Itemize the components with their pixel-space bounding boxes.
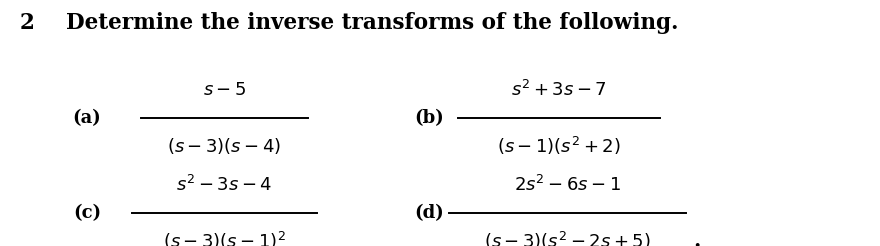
Text: (d): (d): [414, 204, 444, 222]
Text: 2: 2: [19, 12, 34, 34]
Text: .: .: [693, 231, 700, 246]
Text: Determine the inverse transforms of the following.: Determine the inverse transforms of the …: [66, 12, 678, 34]
Text: $(s-3)(s-1)^2$: $(s-3)(s-1)^2$: [163, 230, 286, 246]
Text: $(s-3)(s-4)$: $(s-3)(s-4)$: [167, 136, 282, 156]
Text: (a): (a): [72, 109, 101, 127]
Text: $(s-3)(s^2-2s+5)$: $(s-3)(s^2-2s+5)$: [484, 230, 651, 246]
Text: (c): (c): [73, 204, 101, 222]
Text: $s^2+3s-7$: $s^2+3s-7$: [511, 80, 606, 100]
Text: $s^2-3s-4$: $s^2-3s-4$: [176, 174, 273, 195]
Text: $s-5$: $s-5$: [202, 81, 246, 99]
Text: (b): (b): [414, 109, 444, 127]
Text: $(s-1)(s^2+2)$: $(s-1)(s^2+2)$: [497, 135, 620, 157]
Text: $2s^2-6s-1$: $2s^2-6s-1$: [514, 174, 621, 195]
